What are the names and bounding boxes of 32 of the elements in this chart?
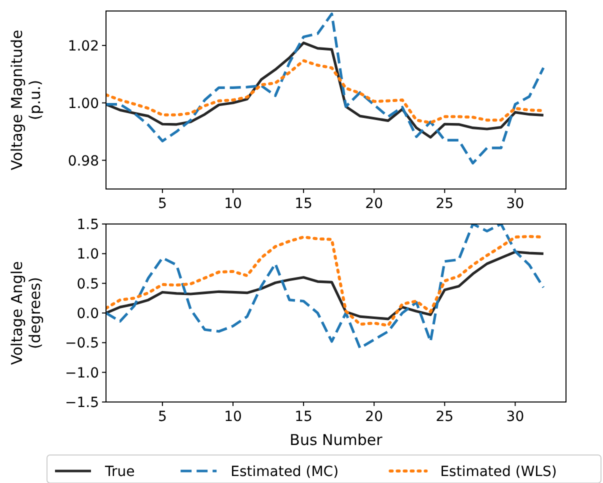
x-tick-label: 25 [436,409,454,425]
y-tick-label: 0.5 [76,276,99,292]
y-tick-label: 1.0 [76,246,99,263]
x-tick-label: 5 [158,196,167,212]
line-series [106,12,545,164]
x-tick-label: 5 [158,409,167,425]
y-axis-title: Voltage Magnitude (p.u.) [8,30,44,170]
y-tick-label: 0.98 [68,153,99,170]
y-axis-title: Voltage Angle (degrees) [8,261,44,365]
x-tick-label: 10 [224,409,242,425]
y-tick-label: 1.02 [68,38,99,54]
legend-label: True [104,464,135,480]
y-tick-label: −1.5 [65,395,99,411]
y-tick-label: 0.0 [76,306,99,322]
y-tick-label: −1.0 [65,365,99,382]
y-tick-label: 1.00 [68,96,99,112]
x-tick-label: 10 [224,196,242,212]
legend-label: Estimated (MC) [230,464,339,480]
x-tick-label: 30 [506,409,524,425]
x-tick-label: 30 [506,196,524,212]
x-tick-label: 15 [294,196,312,212]
legend-label: Estimated (WLS) [440,464,557,480]
y-tick-label: 1.5 [76,217,99,233]
line-series [106,59,545,124]
line-series [106,250,545,320]
line-series [106,224,545,350]
x-axis-title: Bus Number [290,431,384,449]
x-tick-label: 20 [365,196,384,212]
x-tick-label: 20 [365,409,384,425]
y-tick-label: −0.5 [65,336,99,352]
x-tick-label: 25 [436,196,454,212]
x-tick-label: 15 [294,409,312,425]
